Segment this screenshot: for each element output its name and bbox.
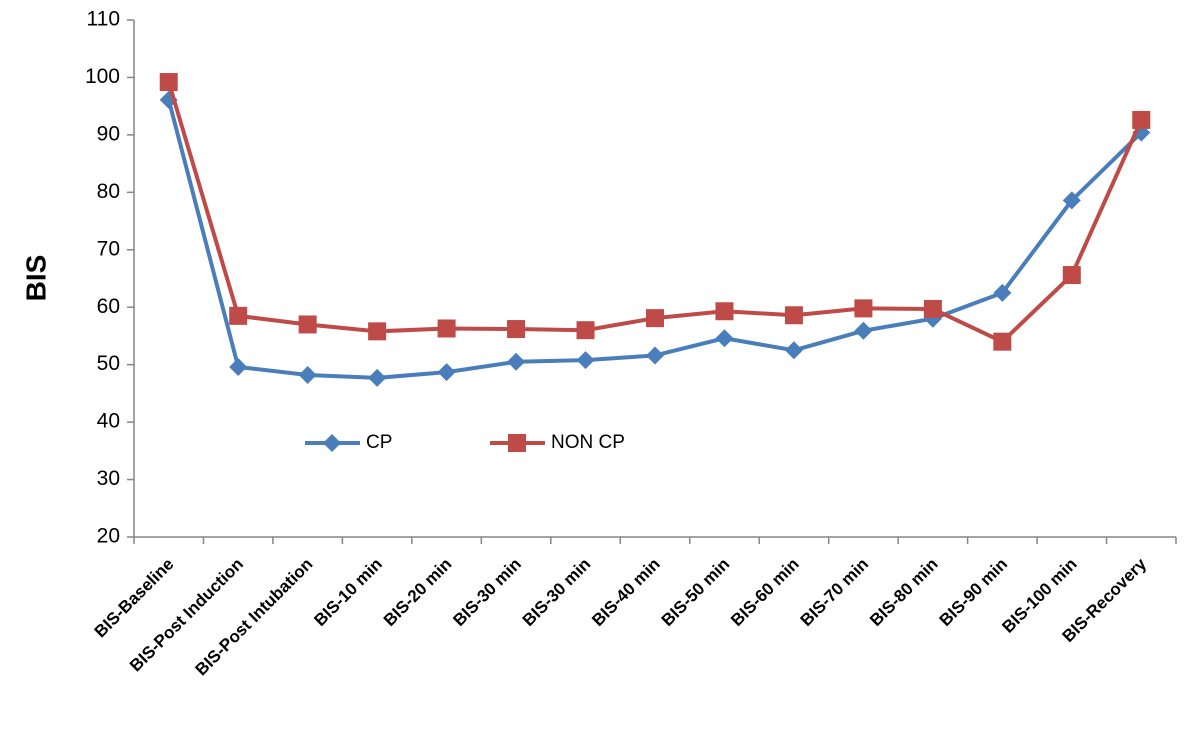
legend-label: CP	[366, 432, 392, 453]
x-tick-label: BIS-30 min	[519, 554, 595, 630]
point	[646, 346, 664, 365]
point	[993, 332, 1012, 351]
point	[1062, 191, 1081, 210]
point	[507, 320, 526, 339]
x-tick-label: BIS-30 min	[449, 554, 525, 630]
point	[646, 309, 664, 328]
y-tick-label: 20	[97, 525, 120, 548]
point	[1062, 266, 1081, 285]
point	[923, 299, 942, 318]
y-tick-label: 80	[97, 180, 120, 203]
series-line	[166, 81, 1144, 344]
x-tick-label: BIS-90 min	[936, 554, 1012, 630]
point	[784, 341, 803, 360]
legend-marker	[508, 434, 526, 452]
x-tick-label: BIS-70 min	[797, 554, 873, 630]
point	[507, 352, 526, 371]
legend-item: CP	[305, 432, 392, 453]
x-tick-label: BIS-60 min	[727, 554, 803, 630]
point	[715, 302, 734, 321]
point	[1132, 110, 1151, 129]
point	[437, 319, 456, 338]
series	[159, 73, 1151, 351]
y-tick-label: 90	[97, 122, 120, 145]
y-tick-label: 60	[97, 295, 120, 318]
x-tick-label: BIS-Post Intubation	[192, 554, 317, 679]
legend-label: NON CP	[551, 432, 625, 453]
y-tick-label: 70	[97, 237, 120, 260]
point	[298, 366, 317, 385]
point	[854, 299, 873, 318]
y-tick-label: 50	[97, 352, 120, 375]
y-axis-title: BIS	[20, 255, 51, 302]
point	[854, 321, 873, 340]
y-tick-label: 100	[85, 65, 120, 88]
point	[298, 315, 317, 334]
point	[229, 306, 248, 325]
x-tick-label: BIS-80 min	[866, 554, 942, 630]
point	[576, 351, 595, 370]
point	[715, 329, 734, 348]
legend-item: NON CP	[490, 432, 625, 453]
point	[576, 321, 595, 340]
x-tick-label: BIS-20 min	[380, 554, 456, 630]
point	[368, 322, 387, 341]
y-tick-label: 40	[97, 410, 120, 433]
x-tick-label: BIS-50 min	[658, 554, 734, 630]
y-tick-label: 30	[97, 467, 120, 490]
point	[437, 363, 456, 382]
point	[993, 283, 1012, 302]
y-tick-label: 110	[87, 8, 120, 31]
point	[159, 73, 178, 92]
point	[784, 306, 803, 325]
point	[368, 368, 387, 387]
point	[229, 357, 248, 376]
x-tick-label: BIS-10 min	[310, 554, 386, 630]
legend-marker	[323, 434, 341, 452]
x-tick-label: BIS-Post Induction	[126, 554, 247, 675]
x-tick-label: BIS-40 min	[588, 554, 664, 630]
